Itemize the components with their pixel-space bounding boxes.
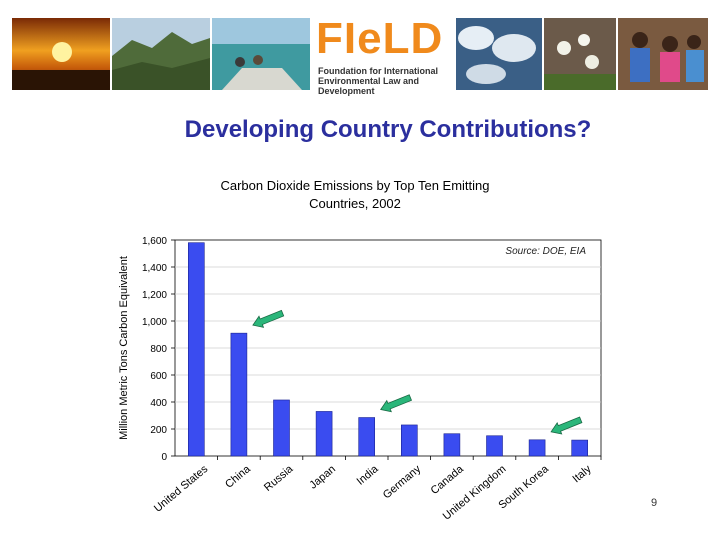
bar-japan	[315, 411, 333, 457]
callout-arrow-india	[380, 394, 413, 413]
y-tick-label: 400	[150, 398, 167, 409]
logo-wordmark: FIeLD	[316, 14, 444, 63]
slide-title: Developing Country Contributions?	[184, 116, 592, 143]
bar-canada	[443, 433, 461, 457]
y-tick-label: 1,200	[142, 290, 167, 301]
y-axis-label: Million Metric Tons Carbon Equivalent	[118, 256, 130, 440]
slide-number: 9	[651, 497, 658, 509]
x-tick-label: Canada	[429, 463, 467, 498]
y-axis-ticks: 0 200 400 600 800 1,000 1,200 1,400 1,600	[142, 236, 175, 463]
bar-united-states	[188, 242, 205, 457]
logo-subtitle-line1: Foundation for International	[318, 66, 438, 76]
x-axis-labels: United States China Russia Japan India German…	[152, 456, 602, 523]
arrow-shape	[550, 416, 583, 435]
bar-germany	[400, 424, 418, 457]
callout-arrow-south-korea	[550, 416, 583, 435]
callout-arrows	[252, 309, 583, 435]
y-tick-label: 800	[150, 344, 167, 355]
clouds-photo	[456, 18, 542, 90]
x-tick-label: United States	[152, 463, 211, 515]
y-tick-label: 1,000	[142, 317, 167, 328]
header-banner: FIeLD Foundation for International Envir…	[12, 14, 708, 96]
bar-united-kingdom	[486, 435, 503, 457]
x-tick-label: India	[355, 463, 382, 488]
field-logo: FIeLD Foundation for International Envir…	[312, 14, 454, 96]
people-photo	[618, 18, 708, 90]
mountain-photo	[112, 18, 210, 90]
source-note: Source: DOE, EIA	[505, 246, 586, 257]
logo-subtitle: Foundation for International Environment…	[318, 66, 456, 96]
y-tick-label: 1,600	[142, 236, 167, 247]
x-tick-label: Russia	[262, 463, 296, 494]
boat-photo	[212, 18, 310, 90]
sunset-photo	[12, 18, 110, 90]
x-tick-label: China	[223, 463, 253, 491]
y-tick-label: 600	[150, 371, 167, 382]
chart-title-line2: Countries, 2002	[309, 196, 401, 211]
bar-italy	[571, 439, 589, 457]
arrow-shape	[252, 309, 285, 328]
y-tick-label: 1,400	[142, 263, 167, 274]
x-tick-label: Italy	[570, 463, 594, 485]
logo-subtitle-line2: Environmental Law and Development	[318, 76, 420, 96]
y-tick-label: 0	[161, 452, 167, 463]
x-tick-label: Japan	[307, 463, 338, 491]
chart-title-line1: Carbon Dioxide Emissions by Top Ten Emit…	[220, 178, 489, 193]
bar-south-korea	[528, 439, 546, 457]
flowers-photo	[544, 18, 616, 90]
bar-china	[230, 332, 248, 457]
arrow-shape	[380, 394, 413, 413]
bar-india	[358, 417, 376, 457]
bar-series	[188, 242, 589, 457]
x-tick-label: Germany	[381, 463, 424, 502]
y-tick-label: 200	[150, 425, 167, 436]
bar-russia	[273, 399, 290, 457]
callout-arrow-china	[252, 309, 285, 328]
